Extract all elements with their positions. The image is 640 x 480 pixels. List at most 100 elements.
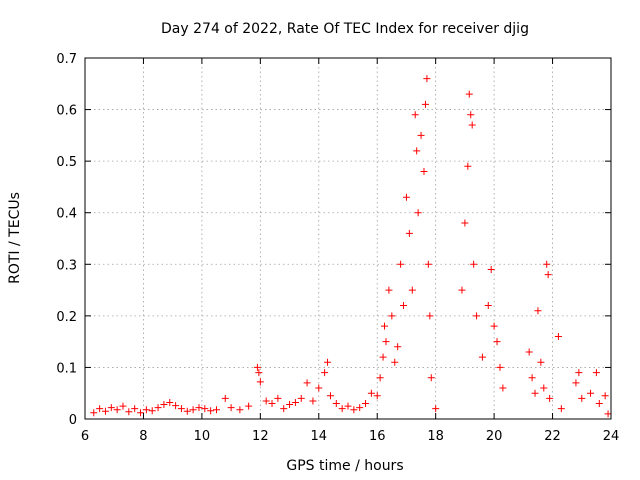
data-point: [461, 219, 469, 227]
x-tick-label: 22: [544, 429, 561, 444]
data-point: [338, 405, 346, 413]
data-point: [528, 374, 536, 382]
y-tick-label: 0.2: [56, 310, 77, 325]
data-point: [350, 406, 358, 414]
y-axis-ticks: 0 0.1 0.2 0.3 0.4 0.5 0.6 0.7: [56, 52, 611, 428]
data-point: [255, 369, 263, 377]
data-point: [376, 374, 384, 382]
data-point: [490, 322, 498, 330]
data-point: [554, 332, 562, 340]
y-tick-label: 0: [69, 413, 77, 428]
data-point: [592, 369, 600, 377]
data-point: [408, 286, 416, 294]
data-point: [544, 271, 552, 279]
data-point: [253, 363, 261, 371]
data-point: [315, 384, 323, 392]
data-point: [207, 407, 215, 415]
data-point: [213, 406, 220, 414]
x-tick-label: 16: [369, 429, 386, 444]
data-point: [493, 338, 501, 346]
x-tick-label: 14: [311, 429, 328, 444]
data-point: [540, 384, 548, 392]
x-axis-ticks: 6 8 10 12 14 16 18 20 22 24: [81, 58, 619, 444]
data-point: [604, 410, 612, 418]
data-point: [286, 401, 294, 409]
data-point: [245, 402, 253, 410]
x-tick-label: 12: [252, 429, 269, 444]
data-point: [546, 394, 554, 402]
data-point: [496, 363, 504, 371]
data-point: [397, 260, 405, 268]
grid-lines: [85, 58, 611, 419]
data-point: [367, 389, 375, 397]
data-point: [557, 405, 565, 413]
data-point: [473, 312, 481, 320]
data-point: [166, 398, 174, 406]
data-point: [426, 312, 434, 320]
data-point: [587, 389, 595, 397]
data-point: [400, 302, 408, 310]
data-point: [537, 358, 545, 366]
data-point: [256, 378, 264, 386]
data-point: [113, 406, 121, 414]
data-point: [201, 405, 209, 413]
data-point: [183, 407, 191, 415]
data-point: [543, 260, 551, 268]
y-axis-label: ROTI / TECUs: [7, 192, 23, 284]
data-point: [160, 401, 168, 409]
data-point: [402, 193, 410, 201]
data-point: [424, 260, 432, 268]
data-point: [467, 111, 475, 119]
data-point: [531, 389, 539, 397]
data-point: [572, 379, 580, 387]
data-point: [137, 409, 145, 417]
data-point: [411, 111, 419, 119]
x-tick-label: 18: [427, 429, 444, 444]
data-point: [274, 394, 282, 402]
data-point: [478, 353, 486, 361]
data-point: [391, 358, 399, 366]
x-tick-label: 8: [139, 429, 147, 444]
data-point: [595, 400, 603, 408]
data-point: [195, 404, 203, 412]
x-tick-label: 20: [486, 429, 503, 444]
y-tick-label: 0.4: [56, 207, 77, 222]
data-point: [458, 286, 466, 294]
chart-title: Day 274 of 2022, Rate Of TEC Index for r…: [161, 21, 529, 37]
data-point: [382, 338, 390, 346]
data-point: [107, 404, 115, 412]
plot-frame: [84, 57, 612, 420]
data-point: [432, 405, 440, 413]
data-point: [125, 408, 133, 416]
data-point: [332, 400, 340, 408]
data-point: [189, 406, 197, 414]
y-tick-label: 0.6: [56, 104, 77, 119]
data-point: [414, 209, 422, 217]
data-point: [303, 379, 311, 387]
data-point: [381, 322, 389, 330]
y-tick-label: 0.7: [56, 52, 77, 67]
data-point: [227, 404, 235, 412]
data-point: [417, 131, 425, 139]
data-point: [470, 260, 478, 268]
data-point: [326, 392, 334, 400]
data-point: [413, 147, 421, 155]
data-point: [236, 406, 244, 414]
data-point: [142, 406, 150, 414]
data-point: [499, 384, 507, 392]
data-point: [394, 343, 402, 351]
data-point: [601, 392, 609, 400]
data-point: [525, 348, 533, 356]
y-tick-label: 0.3: [56, 258, 77, 273]
data-point: [119, 402, 127, 410]
data-point: [468, 121, 476, 129]
data-point: [373, 392, 381, 400]
data-point: [309, 397, 317, 405]
data-point: [90, 409, 98, 417]
data-point: [420, 167, 428, 175]
data-point: [96, 405, 104, 413]
data-point: [148, 407, 156, 415]
data-point: [280, 405, 288, 413]
